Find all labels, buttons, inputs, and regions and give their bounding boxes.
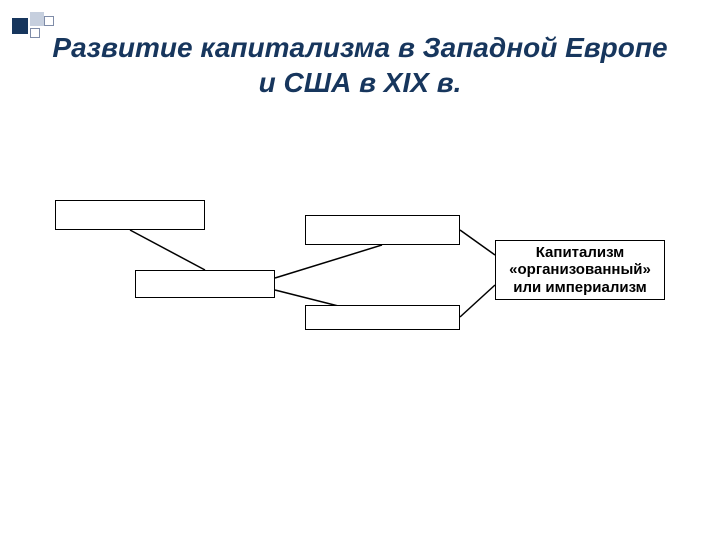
edge [460,285,495,317]
diagram-node-n2 [135,270,275,298]
slide: Развитие капитализма в Западной Европе и… [0,0,720,540]
deco-square [30,12,44,26]
diagram-node-n5: Капитализм «организованный» или империал… [495,240,665,300]
deco-square [44,16,54,26]
edge [275,245,382,278]
diagram-node-n3 [305,215,460,245]
slide-title: Развитие капитализма в Западной Европе и… [0,30,720,100]
diagram-node-n4 [305,305,460,330]
edge [460,230,495,255]
diagram-node-n1 [55,200,205,230]
edge [130,230,205,270]
